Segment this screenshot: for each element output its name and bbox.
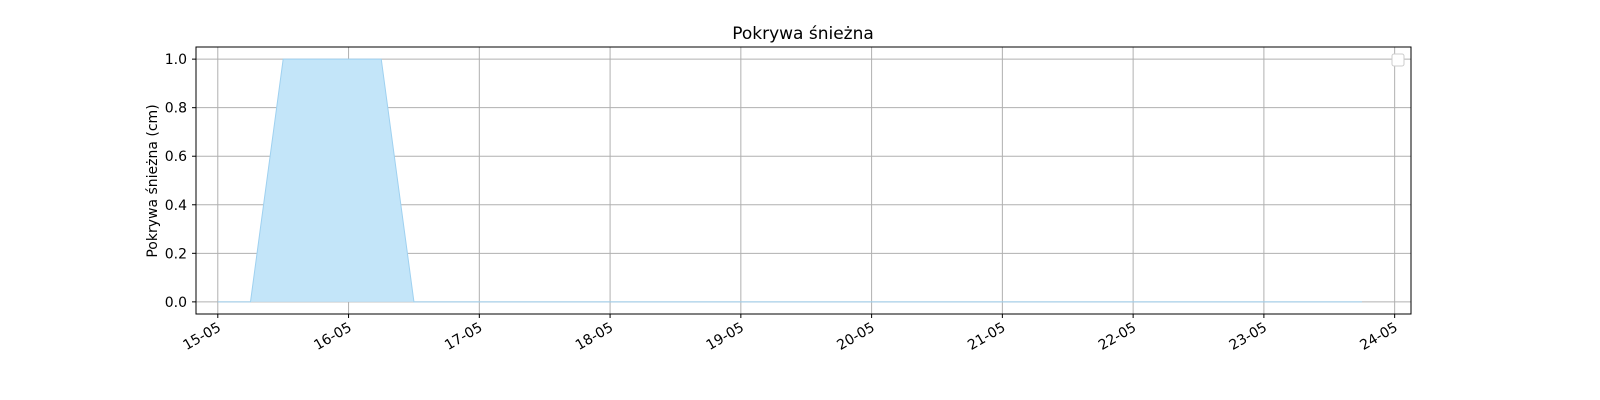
y-tick-label: 1.0 bbox=[165, 52, 187, 68]
y-tick-label: 0.0 bbox=[165, 295, 187, 311]
y-tick-label: 0.8 bbox=[165, 101, 187, 117]
area-fill bbox=[217, 59, 1362, 302]
y-tick-label: 0.4 bbox=[165, 198, 187, 214]
y-axis-label: Pokrywa śnieżna (cm) bbox=[145, 104, 161, 257]
y-tick-label: 0.2 bbox=[165, 246, 187, 262]
legend-box bbox=[1391, 53, 1405, 67]
series-area bbox=[217, 58, 1362, 303]
y-tick-label: 0.6 bbox=[165, 149, 187, 165]
area-line bbox=[217, 58, 1362, 303]
chart-title: Pokrywa śnieżna bbox=[732, 24, 874, 44]
plot-frame bbox=[195, 46, 1412, 315]
y-axis: 0.0 0.2 0.4 0.6 0.8 1.0 bbox=[165, 52, 196, 311]
